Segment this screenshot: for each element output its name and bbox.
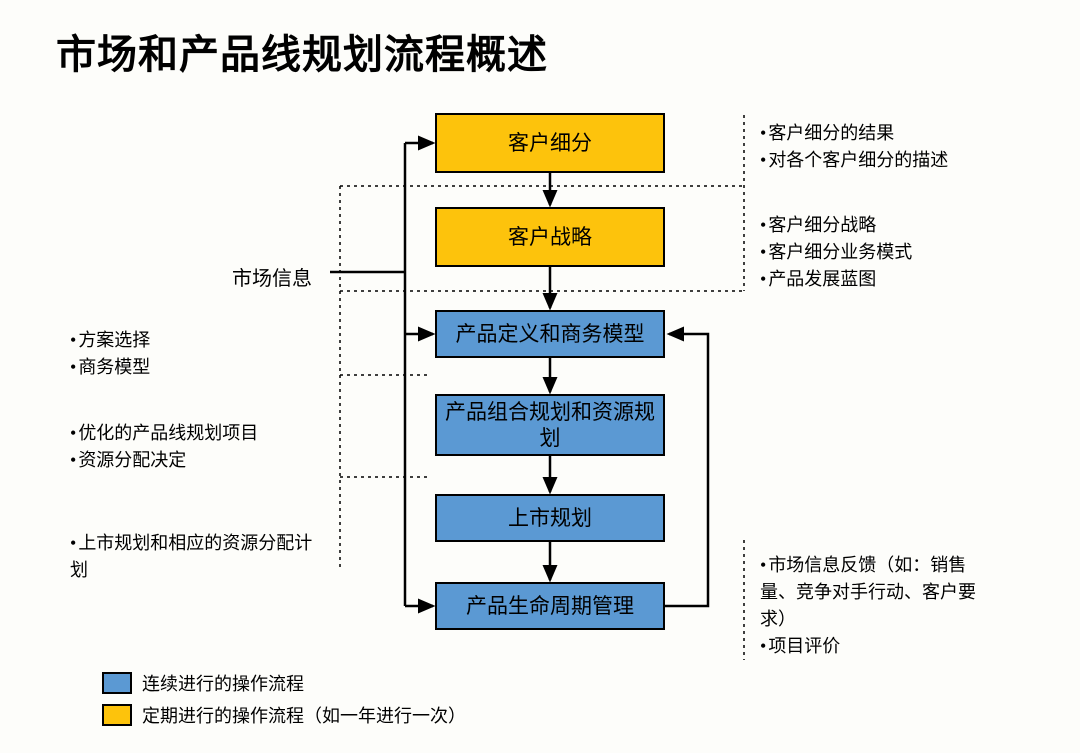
annotation-item: 客户细分战略 [760, 212, 912, 239]
annotation-item: 客户细分业务模式 [760, 239, 912, 266]
annotation-item: 上市规划和相应的资源分配计划 [70, 530, 330, 584]
annotation-item: 资源分配决定 [70, 447, 258, 474]
annotation-item: 产品发展蓝图 [760, 266, 912, 293]
annotation: 优化的产品线规划项目资源分配决定 [70, 420, 258, 474]
annotation: 客户细分的结果对各个客户细分的描述 [760, 120, 948, 174]
annotation-item: 项目评价 [760, 633, 1000, 660]
legend-label: 定期进行的操作流程（如一年进行一次） [142, 702, 466, 728]
side-label: 市场信息 [232, 262, 312, 291]
annotation-item: 对各个客户细分的描述 [760, 147, 948, 174]
flow-node-n2: 客户战略 [435, 207, 665, 267]
legend-swatch [102, 704, 132, 726]
annotation-item: 方案选择 [70, 327, 150, 354]
annotation: 上市规划和相应的资源分配计划 [70, 530, 330, 584]
annotation-item: 商务模型 [70, 354, 150, 381]
legend: 连续进行的操作流程定期进行的操作流程（如一年进行一次） [102, 670, 466, 734]
annotation: 方案选择商务模型 [70, 327, 150, 381]
legend-row: 定期进行的操作流程（如一年进行一次） [102, 702, 466, 728]
flow-node-n1: 客户细分 [435, 113, 665, 173]
flow-node-n3: 产品定义和商务模型 [435, 310, 665, 358]
annotation: 客户细分战略客户细分业务模式产品发展蓝图 [760, 212, 912, 293]
flow-node-n4: 产品组合规划和资源规划 [435, 394, 665, 456]
page-title: 市场和产品线规划流程概述 [56, 22, 548, 80]
annotation-item: 客户细分的结果 [760, 120, 948, 147]
flow-node-n5: 上市规划 [435, 494, 665, 542]
legend-row: 连续进行的操作流程 [102, 670, 466, 696]
flow-node-n6: 产品生命周期管理 [435, 582, 665, 630]
annotation: 市场信息反馈（如：销售量、竞争对手行动、客户要求）项目评价 [760, 552, 1000, 660]
legend-label: 连续进行的操作流程 [142, 670, 304, 696]
annotation-item: 优化的产品线规划项目 [70, 420, 258, 447]
legend-swatch [102, 672, 132, 694]
annotation-item: 市场信息反馈（如：销售量、竞争对手行动、客户要求） [760, 552, 1000, 633]
